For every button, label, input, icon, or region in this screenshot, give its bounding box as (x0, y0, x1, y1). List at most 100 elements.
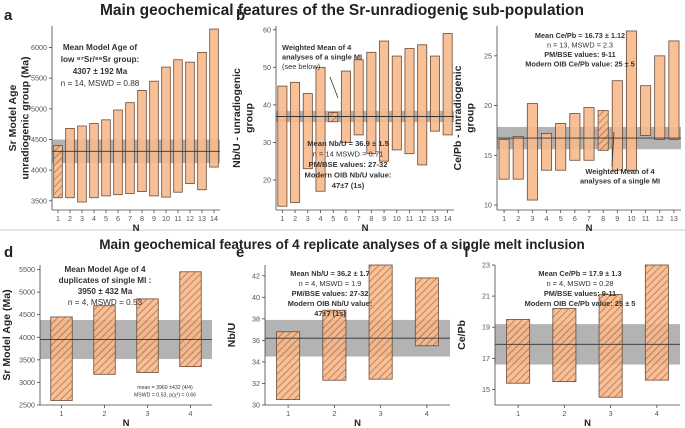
x-tick-label: 10 (162, 214, 170, 223)
y-tick-label: 50 (263, 63, 271, 72)
range-bar (93, 305, 116, 375)
x-tick-label: 9 (152, 214, 156, 223)
range-bar (379, 40, 390, 162)
y-tick-label: 23 (482, 261, 490, 270)
range-bar (598, 294, 623, 398)
x-tick-label: 2 (68, 214, 72, 223)
range-bar (597, 110, 609, 151)
y-tick-label: 4000 (31, 166, 47, 175)
range-bar (136, 298, 159, 373)
x-tick-label: 1 (516, 409, 520, 418)
range-bar (276, 331, 301, 401)
y-tick-label: 19 (482, 323, 490, 332)
range-bar (65, 128, 75, 199)
x-tick-label: 2 (332, 409, 336, 418)
range-bar (429, 55, 440, 132)
x-tick-label: 3 (306, 214, 310, 223)
range-bar (417, 44, 428, 166)
panel-letter: a (4, 7, 13, 24)
x-tick-label: 3 (146, 409, 150, 418)
y-axis-label: Sr Model Ageunradiogenic group (Ma) (7, 56, 32, 179)
panel-letter: c (460, 7, 468, 24)
range-bar (404, 48, 415, 155)
x-tick-label: 6 (573, 214, 577, 223)
range-bar (149, 80, 159, 197)
range-bar (315, 66, 326, 192)
range-bar (113, 109, 123, 196)
panel-d: d 2500 3000 3500 4000 4500 5000 5500 1 2 3 4 N Sr Mod… (1, 244, 212, 428)
x-tick-label: 11 (406, 214, 413, 223)
range-bar (101, 119, 111, 197)
y-tick-label: 4000 (19, 333, 35, 342)
y-axis-label: Ce/Pb (456, 320, 468, 350)
y-tick-label: 6000 (31, 43, 47, 52)
y-axis-label: Nb/U - unradiogenicgroup (231, 68, 256, 168)
range-bar (50, 316, 73, 401)
panel-letter: b (236, 7, 245, 24)
range-bar (161, 66, 171, 198)
footnote-line: MSWD = 0.53, p(χ²) = 0.66 (134, 393, 196, 399)
x-tick-label: 6 (344, 214, 348, 223)
callout-line: analyses of a single MI (282, 53, 362, 62)
y-tick-label: 40 (252, 293, 260, 302)
panel-letter: e (236, 244, 244, 261)
x-tick-label: 3 (609, 409, 613, 418)
x-tick-label: 4 (655, 409, 659, 418)
y-tick-label: 30 (263, 138, 271, 147)
annotation-line: n = 4, MSWD = 0.53 (68, 298, 143, 307)
y-tick-label: 17 (482, 354, 490, 363)
x-tick-label: 12 (418, 214, 426, 223)
x-tick-label: 14 (210, 214, 218, 223)
x-tick-label: 4 (92, 214, 96, 223)
annotation-line: Mean Model Age of (63, 43, 138, 52)
y-axis-label: Nb/U (226, 323, 238, 348)
callout-line: (see below) (282, 62, 320, 71)
x-tick-label: 1 (56, 214, 60, 223)
range-bar (506, 319, 531, 384)
range-bar (644, 264, 669, 381)
annotation-line: 47±7 (1s) (314, 309, 346, 318)
annotation-line: 3950 ± 432 Ma (78, 287, 133, 296)
range-bar (328, 111, 339, 123)
x-tick-label: 4 (425, 409, 429, 418)
annotation-line: Mean Nb/U = 36.9 ± 1.5 (307, 139, 389, 148)
range-bar (555, 123, 567, 171)
x-tick-label: 3 (530, 214, 534, 223)
x-tick-label: 1 (286, 409, 290, 418)
annotation-line: n = 4, MSWD = 1.9 (299, 279, 362, 288)
x-axis-label: N (354, 418, 361, 428)
x-tick-label: 10 (627, 214, 635, 223)
y-tick-label: 25 (484, 51, 492, 60)
y-axis-label-line: unradiogenic group (Ma) (20, 56, 32, 179)
x-tick-label: 3 (80, 214, 84, 223)
annotation-line: Mean Nb/U = 36.2 ± 1.7 (290, 269, 369, 278)
y-tick-label: 36 (252, 336, 260, 345)
annotation-line: Modern OIB Nb/U value: (305, 171, 392, 180)
y-tick-label: 40 (263, 100, 271, 109)
range-bar (185, 61, 195, 185)
y-tick-label: 3500 (19, 355, 35, 364)
callout-line: Weighted Mean of 4 (585, 167, 655, 176)
x-tick-label: 2 (516, 214, 520, 223)
annotation-line: n = 4, MSWD = 0.28 (547, 279, 614, 288)
range-bar (366, 51, 377, 155)
callout-line: Weighted Mean of 4 (282, 43, 352, 52)
y-tick-label: 21 (482, 292, 490, 301)
y-axis-label-line: group (465, 103, 477, 133)
x-tick-label: 4 (319, 214, 323, 223)
range-bar (125, 102, 135, 194)
y-tick-label: 42 (252, 271, 260, 280)
bottom-header: Main geochemical features of 4 replicate… (99, 237, 584, 252)
annotation-line: Mean Model Age of 4 (64, 265, 146, 274)
range-bar (569, 113, 581, 161)
annotation-line: Mean Ce/Pb = 17.9 ± 1.3 (538, 269, 621, 278)
y-tick-label: 32 (252, 379, 260, 388)
annotation-line: PM/BSE values: 9-11 (544, 50, 615, 59)
annotation-line: n = 13, MSWD = 2.3 (547, 41, 613, 50)
y-axis-label-line: Ce/Pb - unradiogenic (452, 65, 464, 170)
callout-arrow (611, 131, 615, 167)
range-bar (654, 55, 666, 140)
